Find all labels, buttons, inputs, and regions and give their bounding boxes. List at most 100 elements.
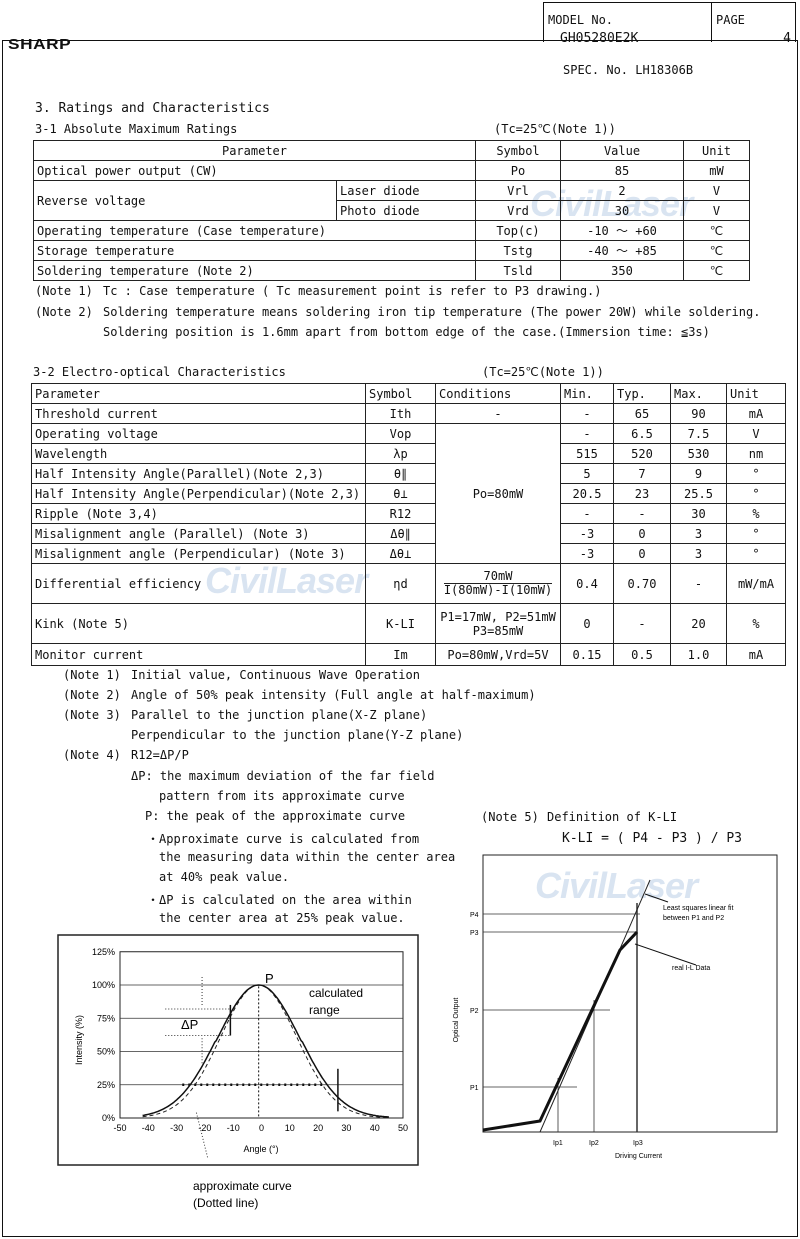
x-tick-label: 50: [398, 1123, 408, 1133]
conditions-cell: Po=80mW: [435, 423, 561, 564]
param-cell: Operating voltage: [31, 423, 366, 444]
note-text: Perpendicular to the junction plane(Y-Z …: [131, 728, 464, 742]
max-cell: 25.5: [670, 483, 727, 504]
typ-cell: 65: [613, 403, 671, 424]
kink-chart: P4 P3 P2 P1 Ip1 Ip2 Ip3 Driving Current …: [453, 854, 778, 1160]
min-cell: 0: [560, 603, 614, 644]
chart-frame: [482, 854, 778, 1133]
eo-title: 3-2 Electro-optical Characteristics: [33, 365, 286, 379]
x-tick-label: -40: [142, 1123, 155, 1133]
symbol-cell: θ∥: [365, 463, 436, 484]
sub-param-cell: Photo diode: [336, 200, 476, 221]
unit-cell: V: [683, 180, 750, 201]
param-cell: Half Intensity Angle(Perpendicular)(Note…: [31, 483, 366, 504]
param-cell: Half Intensity Angle(Parallel)(Note 2,3): [31, 463, 366, 484]
note-label: (Note 1): [63, 668, 121, 682]
max-cell: 90: [670, 403, 727, 424]
conditions-cell: Po=80mW,Vrd=5V: [435, 643, 561, 666]
table-row: Half Intensity Angle(Parallel)(Note 2,3)…: [31, 463, 786, 484]
y-axis-label: Optical Output: [453, 998, 460, 1043]
symbol-cell: Po: [475, 160, 561, 181]
approx-curve-label: approximate curve: [193, 1179, 292, 1193]
table-row: Soldering temperature (Note 2) Tsld 350 ℃: [33, 260, 750, 281]
note-text: Soldering temperature means soldering ir…: [103, 305, 761, 319]
typ-cell: 0.5: [613, 643, 671, 666]
max-cell: -: [670, 563, 727, 604]
unit-cell: V: [726, 423, 786, 444]
x-axis-label: Angle (°): [243, 1144, 278, 1154]
header-cell: Symbol: [475, 140, 561, 161]
measured-curve: [142, 984, 389, 1118]
symbol-cell: Tstg: [475, 240, 561, 261]
note-text: Parallel to the junction plane(X-Z plane…: [131, 708, 428, 722]
note4-line: ・Approximate curve is calculated from: [147, 832, 420, 846]
chart-frame: [57, 934, 419, 1166]
param-cell: Optical power output (CW): [33, 160, 476, 181]
unit-cell: °: [726, 463, 786, 484]
x-tick-label: -30: [170, 1123, 183, 1133]
header-cell: Min.: [560, 383, 614, 404]
fit-label: Least squares linear fit: [663, 905, 733, 912]
max-cell: 1.0: [670, 643, 727, 666]
far-field-chart: 0% 25% 50% 75% 100% 125% -50 -40 -30 -20 -10 0 10 20 3…: [57, 934, 419, 1210]
unit-cell: °: [726, 523, 786, 544]
fit-label: between P1 and P2: [663, 915, 724, 922]
y-tick-label: 0%: [102, 1113, 115, 1123]
table-row: Operating voltage Vop Po=80mW -6.5 7.5 V: [31, 423, 786, 564]
header-cell: Symbol: [365, 383, 436, 404]
max-cell: 30: [670, 503, 727, 524]
symbol-cell: K-LI: [365, 603, 436, 644]
data-arrow: [634, 943, 697, 966]
data-label: real I-L Data: [672, 965, 710, 972]
header-cell: Parameter: [31, 383, 366, 404]
abs-max-condition: (Tc=25℃(Note 1)): [494, 122, 616, 136]
min-cell: 515: [560, 443, 614, 464]
typ-cell: 0: [613, 523, 671, 544]
header-cell: Typ.: [613, 383, 671, 404]
note-label: (Note 2): [35, 305, 93, 319]
note4-line: the measuring data within the center are…: [159, 850, 456, 864]
page-frame: [2, 40, 798, 1237]
y-tick-label: 100%: [92, 980, 115, 990]
condition-line: P3=85mW: [472, 623, 524, 638]
y-axis-label: Intensity (%): [74, 1015, 84, 1065]
current-label: Ip3: [633, 1140, 643, 1147]
unit-cell: ℃: [683, 220, 750, 241]
plot-area: [119, 951, 404, 1119]
x-tick-label: 40: [370, 1123, 380, 1133]
note4-line: ΔP: the maximum deviation of the far fie…: [131, 769, 435, 783]
table-row: Storage temperature Tstg -40 ～ +85 ℃: [33, 240, 750, 261]
fraction-denominator: I(80mW)-I(10mW): [443, 583, 553, 597]
param-cell: Ripple (Note 3,4): [31, 503, 366, 524]
absolute-max-table: Parameter Symbol Value Unit Optical power o…: [33, 140, 750, 281]
conditions-cell: 70mW I(80mW)-I(10mW): [435, 563, 561, 604]
delta-p-label: ΔP: [181, 1017, 198, 1032]
unit-cell: mA: [726, 403, 786, 424]
eo-condition: (Tc=25℃(Note 1)): [482, 365, 604, 379]
table-row: Differential efficiency ηd 70mW I(80mW)-I(1…: [31, 563, 786, 604]
max-cell: 20: [670, 603, 727, 644]
table-row: Half Intensity Angle(Perpendicular)(Note…: [31, 483, 786, 504]
note-label: (Note 4): [63, 748, 121, 762]
note-label: (Note 3): [63, 708, 121, 722]
current-label: Ip1: [553, 1140, 563, 1147]
x-tick-label: -10: [227, 1123, 240, 1133]
current-label: Ip2: [589, 1140, 599, 1147]
table-row: Misalignment angle (Parallel) (Note 3) Δθ…: [31, 523, 786, 544]
note-text: Soldering position is 1.6mm apart from b…: [103, 325, 710, 339]
header-cell: Unit: [726, 383, 786, 404]
x-axis-label: Driving Current: [615, 1153, 662, 1160]
note-text: Initial value, Continuous Wave Operation: [131, 668, 420, 682]
value-cell: 85: [560, 160, 684, 181]
symbol-cell: Ith: [365, 403, 436, 424]
symbol-cell: Δθ⊥: [365, 543, 436, 564]
note4-line: P: the peak of the approximate curve: [145, 809, 406, 823]
watermark: CivilLaser: [535, 865, 698, 906]
symbol-cell: λp: [365, 443, 436, 464]
note-label: (Note 1): [35, 284, 93, 298]
typ-cell: 520: [613, 443, 671, 464]
table-row: Threshold current Ith - -65 90 mA: [31, 403, 786, 424]
il-data-curve: [482, 930, 639, 1132]
unit-cell: nm: [726, 443, 786, 464]
param-cell: Reverse voltage: [33, 180, 337, 221]
